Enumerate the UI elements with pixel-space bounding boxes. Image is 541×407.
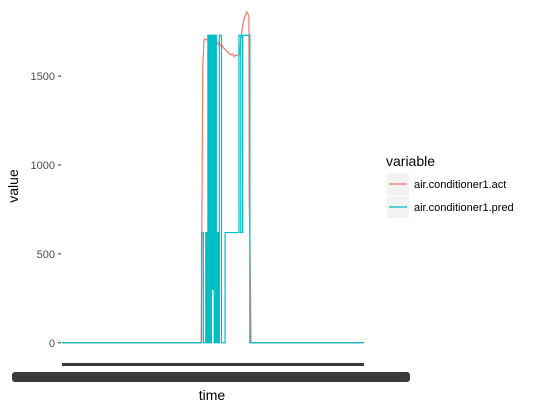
x-axis-title: time bbox=[199, 387, 226, 403]
y-tick-label: 500 bbox=[37, 249, 55, 261]
legend-label-act: air.conditioner1.act bbox=[414, 179, 506, 191]
y-tick-label: 1500 bbox=[31, 71, 55, 83]
y-axis-title: value bbox=[5, 169, 21, 203]
x-axis bbox=[12, 363, 410, 382]
series-line-pred bbox=[62, 34, 364, 344]
y-tick-label: 1000 bbox=[31, 160, 55, 172]
legend: variable air.conditioner1.act air.condit… bbox=[386, 153, 514, 218]
y-axis: 0 500 1000 1500 bbox=[31, 71, 61, 350]
legend-title: variable bbox=[386, 153, 435, 169]
legend-label-pred: air.conditioner1.pred bbox=[414, 202, 514, 214]
y-tick-label: 0 bbox=[49, 338, 55, 350]
x-axis-tick-labels-overplot bbox=[12, 372, 410, 382]
plot-area bbox=[62, 10, 364, 344]
series-line-act bbox=[62, 10, 364, 344]
x-axis-tick-marks bbox=[62, 363, 364, 366]
